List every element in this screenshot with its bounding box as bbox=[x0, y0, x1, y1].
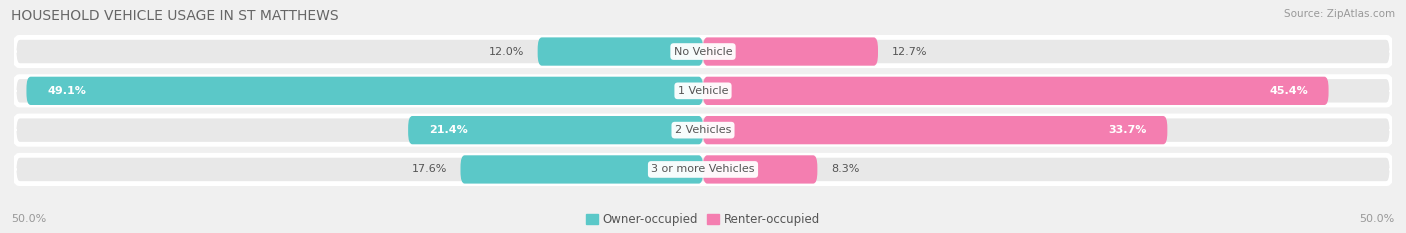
Text: 45.4%: 45.4% bbox=[1270, 86, 1308, 96]
Text: Source: ZipAtlas.com: Source: ZipAtlas.com bbox=[1284, 9, 1395, 19]
Text: 49.1%: 49.1% bbox=[48, 86, 86, 96]
FancyBboxPatch shape bbox=[461, 155, 703, 184]
FancyBboxPatch shape bbox=[27, 77, 703, 105]
FancyBboxPatch shape bbox=[703, 155, 817, 184]
Text: 50.0%: 50.0% bbox=[1360, 214, 1395, 224]
FancyBboxPatch shape bbox=[703, 116, 1167, 144]
Text: 17.6%: 17.6% bbox=[412, 164, 447, 175]
Text: HOUSEHOLD VEHICLE USAGE IN ST MATTHEWS: HOUSEHOLD VEHICLE USAGE IN ST MATTHEWS bbox=[11, 9, 339, 23]
Text: 2 Vehicles: 2 Vehicles bbox=[675, 125, 731, 135]
Text: 1 Vehicle: 1 Vehicle bbox=[678, 86, 728, 96]
Text: 8.3%: 8.3% bbox=[831, 164, 859, 175]
FancyBboxPatch shape bbox=[14, 116, 1392, 144]
Text: No Vehicle: No Vehicle bbox=[673, 47, 733, 57]
Legend: Owner-occupied, Renter-occupied: Owner-occupied, Renter-occupied bbox=[581, 208, 825, 231]
FancyBboxPatch shape bbox=[14, 77, 1392, 105]
Text: 33.7%: 33.7% bbox=[1108, 125, 1147, 135]
FancyBboxPatch shape bbox=[703, 37, 877, 66]
Text: 21.4%: 21.4% bbox=[429, 125, 468, 135]
FancyBboxPatch shape bbox=[408, 116, 703, 144]
Text: 12.0%: 12.0% bbox=[488, 47, 524, 57]
FancyBboxPatch shape bbox=[537, 37, 703, 66]
FancyBboxPatch shape bbox=[14, 155, 1392, 184]
FancyBboxPatch shape bbox=[703, 77, 1329, 105]
Text: 12.7%: 12.7% bbox=[891, 47, 928, 57]
Text: 50.0%: 50.0% bbox=[11, 214, 46, 224]
FancyBboxPatch shape bbox=[14, 37, 1392, 66]
Text: 3 or more Vehicles: 3 or more Vehicles bbox=[651, 164, 755, 175]
